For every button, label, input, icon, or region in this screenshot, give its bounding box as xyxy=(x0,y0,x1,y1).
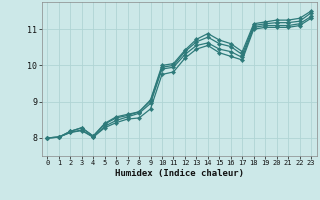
X-axis label: Humidex (Indice chaleur): Humidex (Indice chaleur) xyxy=(115,169,244,178)
